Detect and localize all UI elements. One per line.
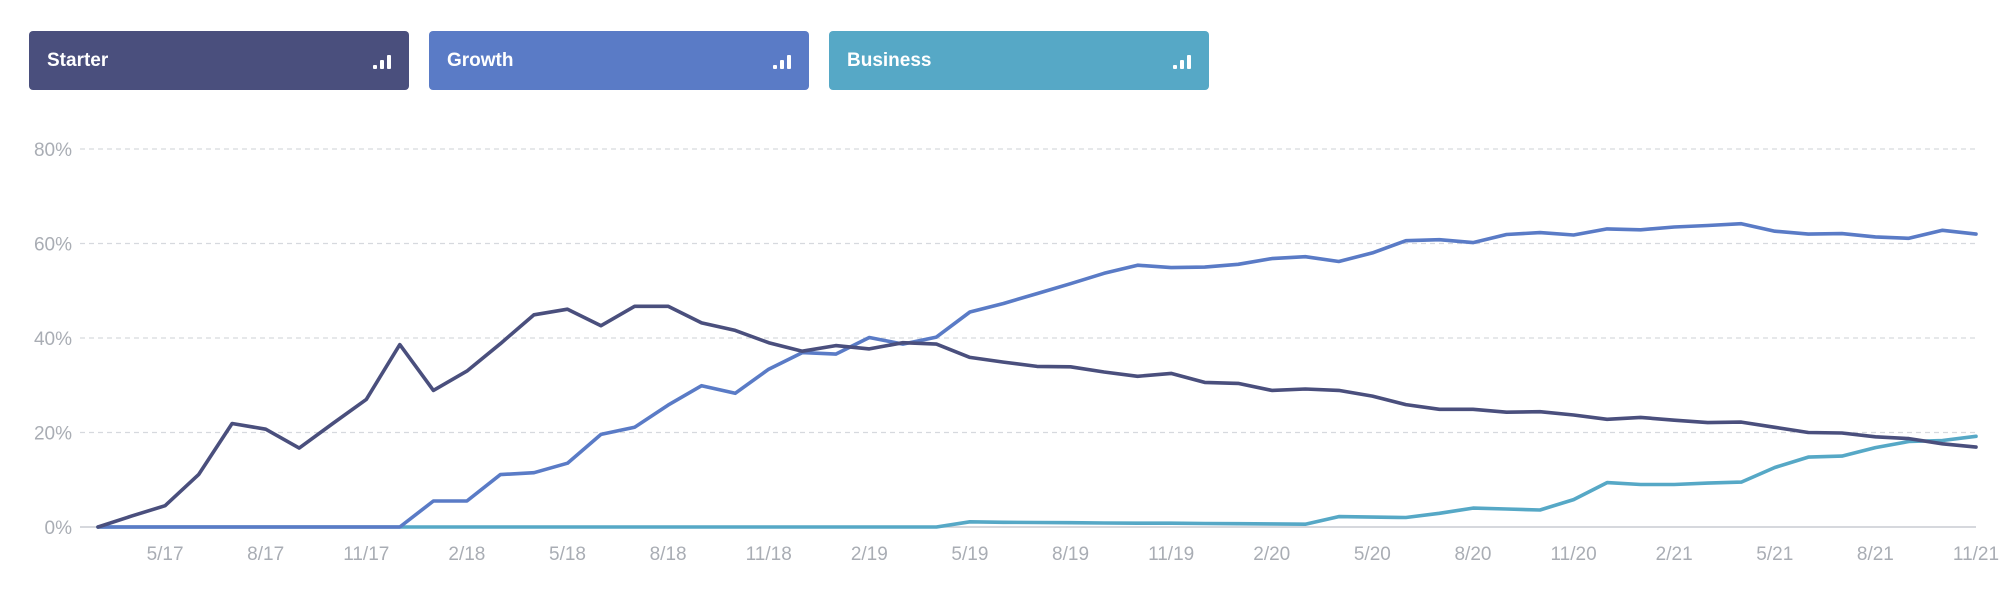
x-tick-label: 5/20 [1354,544,1391,565]
legend: Starter Growth Business [29,31,1209,90]
legend-card-starter[interactable]: Starter [29,31,409,90]
x-tick-label: 11/21 [1953,544,1999,565]
x-tick-label: 2/18 [448,544,485,565]
x-tick-label: 2/19 [851,544,888,565]
x-tick-label: 8/19 [1052,544,1089,565]
bar-chart-icon [1173,53,1191,69]
legend-card-business[interactable]: Business [829,31,1209,90]
x-tick-label: 5/17 [147,544,184,565]
y-tick-label: 20% [34,424,72,445]
x-tick-label: 5/19 [951,544,988,565]
x-tick-label: 11/17 [343,544,389,565]
legend-card-growth[interactable]: Growth [429,31,809,90]
bar-chart-icon [373,53,391,69]
y-tick-label: 80% [34,140,72,161]
x-tick-label: 5/21 [1756,544,1793,565]
y-tick-label: 60% [34,235,72,256]
x-tick-label: 11/20 [1551,544,1597,565]
legend-label: Growth [447,49,514,71]
y-tick-label: 0% [45,518,73,539]
x-tick-label: 5/18 [549,544,586,565]
x-tick-label: 11/18 [746,544,792,565]
x-tick-label: 11/19 [1148,544,1194,565]
x-tick-label: 8/21 [1857,544,1894,565]
x-tick-label: 2/20 [1253,544,1290,565]
x-tick-label: 2/21 [1656,544,1693,565]
legend-label: Business [847,49,932,71]
series-line-growth [96,221,1978,529]
bar-chart-icon [773,53,791,69]
x-tick-label: 8/20 [1454,544,1491,565]
x-tick-label: 8/18 [650,544,687,565]
y-tick-label: 40% [34,329,72,350]
series-line-business [96,434,1978,529]
series-line-starter [96,304,1978,529]
x-tick-label: 8/17 [247,544,284,565]
legend-label: Starter [47,49,109,71]
